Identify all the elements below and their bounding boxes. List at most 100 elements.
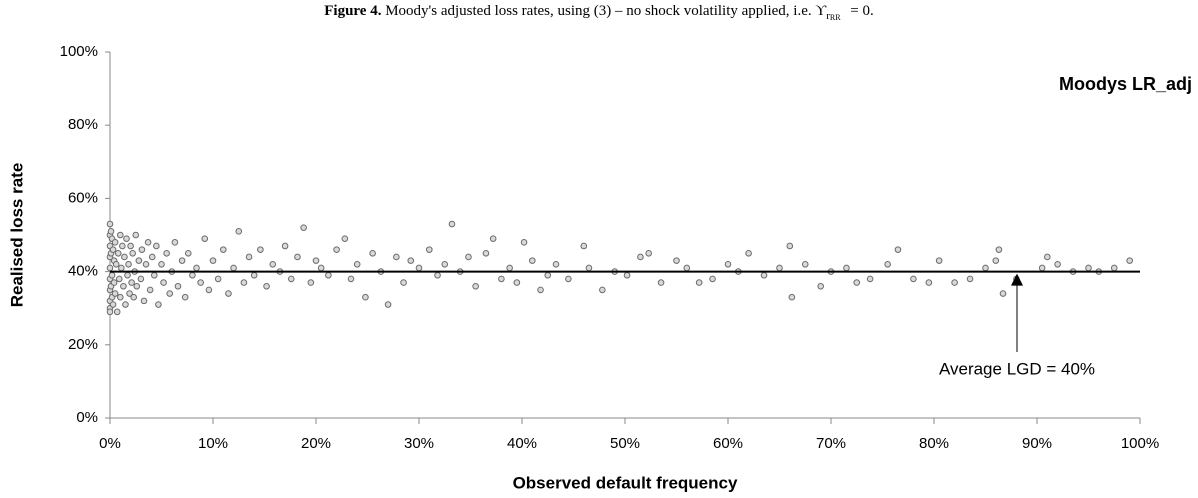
point — [137, 275, 145, 283]
point — [673, 257, 680, 264]
point — [537, 286, 544, 294]
point — [132, 231, 140, 239]
point — [135, 257, 143, 264]
point — [193, 264, 200, 272]
point — [128, 279, 135, 286]
point — [257, 246, 264, 253]
point — [174, 282, 182, 290]
y-tick-label: 100% — [60, 43, 98, 60]
point — [544, 271, 552, 279]
point — [120, 282, 127, 290]
point — [498, 275, 505, 283]
title-prefix: Figure 4. — [324, 3, 381, 19]
y-tick-label: 80% — [68, 116, 98, 133]
point — [1126, 257, 1133, 264]
point — [1038, 264, 1046, 272]
x-tick-label: 10% — [198, 435, 228, 452]
point — [695, 279, 703, 286]
point — [163, 250, 170, 257]
point — [894, 246, 902, 253]
point — [400, 279, 407, 286]
point — [109, 246, 117, 253]
point — [489, 235, 497, 242]
y-tick-label: 20% — [68, 336, 98, 353]
point — [992, 257, 1000, 264]
point — [140, 297, 148, 305]
point — [107, 228, 115, 235]
point — [441, 260, 449, 268]
point — [393, 253, 400, 261]
point — [106, 220, 114, 228]
x-tick-label: 60% — [713, 435, 743, 452]
point — [465, 253, 472, 261]
y-tick-label: 60% — [68, 189, 98, 206]
point — [623, 271, 631, 279]
point — [240, 279, 248, 286]
point — [506, 264, 513, 272]
x-tick-label: 0% — [99, 435, 121, 452]
point — [1110, 264, 1118, 272]
point — [1044, 253, 1051, 261]
point — [884, 260, 891, 268]
point — [683, 264, 691, 272]
point — [118, 264, 125, 272]
annotation: Average LGD = 40% — [939, 359, 1095, 378]
point — [776, 264, 783, 272]
point — [801, 260, 809, 268]
point — [133, 282, 141, 290]
chart-title: Figure 4. Moody's adjusted loss rates, u… — [324, 3, 874, 25]
point — [111, 239, 119, 246]
point — [130, 293, 137, 301]
point — [220, 246, 227, 253]
point — [312, 257, 320, 264]
arrow-head — [1011, 273, 1023, 286]
point — [817, 282, 825, 290]
title-text: Moody's adjusted loss rates, using (3) –… — [385, 3, 826, 19]
point — [129, 250, 136, 257]
point — [580, 242, 588, 250]
point — [565, 275, 572, 283]
point — [552, 260, 560, 268]
point — [197, 279, 204, 286]
point — [866, 275, 874, 283]
y-tick-label: 40% — [68, 263, 98, 280]
point — [214, 275, 222, 283]
point — [853, 279, 861, 286]
title-sub: r — [826, 10, 830, 22]
x-tick-label: 30% — [404, 435, 434, 452]
point — [123, 235, 130, 242]
point — [843, 264, 850, 272]
point — [111, 290, 119, 297]
point — [287, 275, 295, 283]
x-tick-label: 70% — [816, 435, 846, 452]
point — [110, 279, 118, 286]
point — [786, 242, 794, 250]
point — [125, 260, 132, 268]
point — [121, 253, 128, 261]
point — [112, 260, 120, 268]
point — [995, 246, 1003, 253]
point — [281, 242, 289, 250]
point — [263, 282, 270, 290]
point — [113, 308, 121, 316]
point — [1054, 260, 1061, 268]
point — [171, 239, 179, 246]
point — [117, 231, 124, 239]
point — [407, 257, 415, 264]
series-label: Moodys LR_adj — [1059, 74, 1192, 94]
x-tick-label: 80% — [919, 435, 949, 452]
point — [166, 290, 174, 297]
point — [158, 260, 165, 268]
point — [225, 290, 232, 297]
point — [935, 257, 943, 264]
point — [294, 253, 301, 261]
point — [127, 242, 134, 250]
point — [122, 301, 129, 308]
point — [482, 250, 490, 257]
point — [201, 235, 209, 242]
point — [230, 264, 237, 272]
point — [657, 279, 665, 286]
point — [709, 275, 716, 283]
point — [415, 264, 423, 272]
x-axis-title: Observed default frequency — [513, 473, 738, 492]
